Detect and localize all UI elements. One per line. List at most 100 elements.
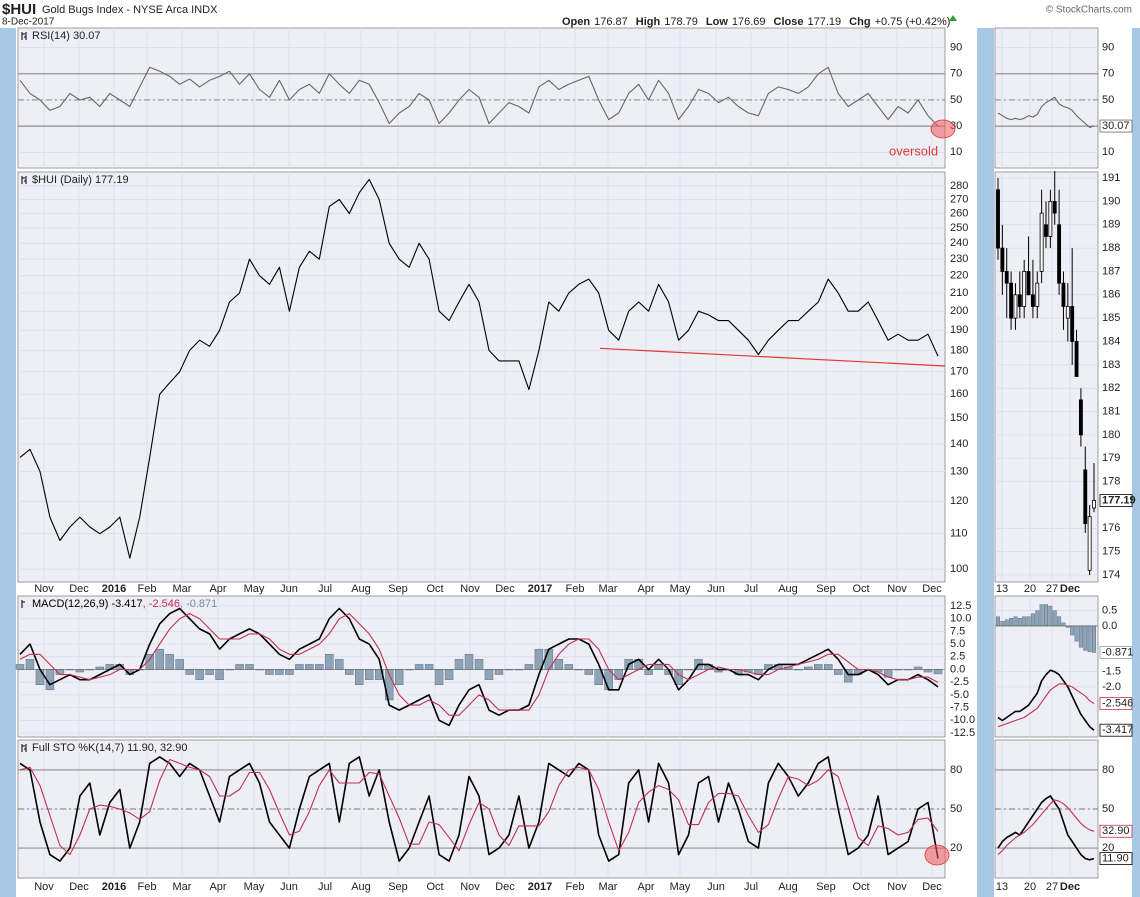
panel-legend: Full STO %K(14,7) 11.90, 32.90 [32,742,188,754]
histogram-bar [1074,625,1079,642]
candle-body [1044,224,1048,237]
y-tick-label: 180 [1102,429,1120,441]
x-tick-label: Aug [351,583,371,595]
series-line [997,683,1095,728]
y-tick-label: -2.5 [950,676,969,688]
y-tick-label: 175 [1102,546,1120,558]
y-tick-label: -1.5 [1102,666,1121,678]
x-tick-label: Aug [351,881,371,893]
histogram-bar [554,659,564,670]
y-tick-label: 180 [950,344,968,356]
series-line [19,66,939,127]
y-tick-label: 270 [950,193,968,205]
x-tick-label: Feb [138,583,157,595]
histogram-bar [584,669,594,675]
candle-body [1030,294,1035,307]
histogram-bar [833,669,843,675]
end-label: 11.90 [1102,853,1129,865]
panel [17,27,946,169]
panel [17,171,946,583]
annotation: oversold [889,143,938,158]
index-name: Gold Bugs Index - NYSE Arca INDX [42,4,218,16]
end-label-box [1099,646,1133,659]
histogram-bar [285,669,294,675]
y-tick-label: 190 [1102,195,1120,207]
candle-body [1061,282,1066,307]
series-line [19,613,939,716]
x-tick-label: Sep [388,881,408,893]
y-tick-label: 7.5 [950,625,965,637]
x-tick-label: Jul [744,583,758,595]
end-label: -2.546 [1102,698,1133,710]
candle-body [1052,201,1057,214]
histogram-bar [1044,604,1048,627]
y-tick-label: 0.0 [1102,620,1117,632]
y-tick-label: 0.5 [1102,605,1117,617]
x-tick-label: 2017 [528,881,552,893]
y-tick-label: 179 [1102,452,1120,464]
histogram-bar [823,664,833,670]
x-tick-label: Jun [707,881,725,893]
y-tick-label: 220 [950,270,968,282]
histogram-bar [325,654,334,670]
symbol: $HUI [2,1,36,18]
histogram-bar [923,669,933,673]
histogram-bar [1017,618,1022,627]
x-tick-label: Dec [69,583,89,595]
histogram-bar [1052,610,1057,627]
histogram-bar [1009,618,1014,627]
x-tick-label: 2017 [528,583,552,595]
candle-body [1013,294,1018,319]
end-label: 177.19 [1102,494,1136,506]
histogram-bar [494,669,504,675]
x-tick-label: Feb [138,881,157,893]
y-tick-label: 150 [950,412,968,424]
x-tick-label: Nov [887,583,907,595]
histogram-bar [275,669,284,675]
end-label: -3.417 [1102,724,1133,736]
x-tick-label: May [244,583,265,595]
y-tick-label: 10 [950,146,962,158]
histogram-bar [1004,619,1009,627]
series-line [19,758,939,856]
frame-right [1132,28,1140,897]
histogram-bar [1061,622,1066,627]
y-tick-label: 90 [1102,42,1114,54]
histogram-bar [424,664,434,670]
x-tick-label: Sep [816,583,836,595]
x-tick-label: Nov [34,881,54,893]
histogram-bar [35,669,45,685]
legend-part: , -2.546 [143,598,180,610]
x-tick-label: Jun [707,583,725,595]
x-tick-label: 2016 [102,881,126,893]
end-label-box [1099,824,1133,838]
candle-body [1048,201,1053,237]
x-tick-label: Jul [318,881,332,893]
histogram-bar [1022,616,1027,627]
panel-legend: MACD(12,26,9) -3.417, -2.546, -0.871 [32,598,217,610]
y-tick-label: -5.0 [950,689,969,701]
x-tick-label: Dec [1060,881,1080,893]
x-tick-label: Nov [460,881,480,893]
highlight [930,119,956,139]
series-line [19,607,939,727]
end-label-box [1099,723,1133,737]
y-tick-label: 181 [1102,405,1120,417]
y-tick-label: 20 [950,842,962,854]
y-tick-label: -12.5 [950,727,975,739]
y-tick-label: 178 [1102,476,1120,488]
y-tick-label: 230 [950,253,968,265]
y-tick-label: 50 [950,94,962,106]
candle-body [1087,516,1092,571]
histogram-bar [444,669,454,680]
y-tick-label: 120 [950,495,968,507]
histogram-bar [155,648,164,670]
x-tick-label: Nov [887,881,907,893]
x-tick-label: Oct [852,583,869,595]
y-tick-label: 50 [1102,803,1114,815]
x-tick-label: Oct [426,583,443,595]
histogram-bar [564,664,574,670]
y-tick-label: 5.0 [950,638,965,650]
x-tick-label: Nov [34,583,54,595]
